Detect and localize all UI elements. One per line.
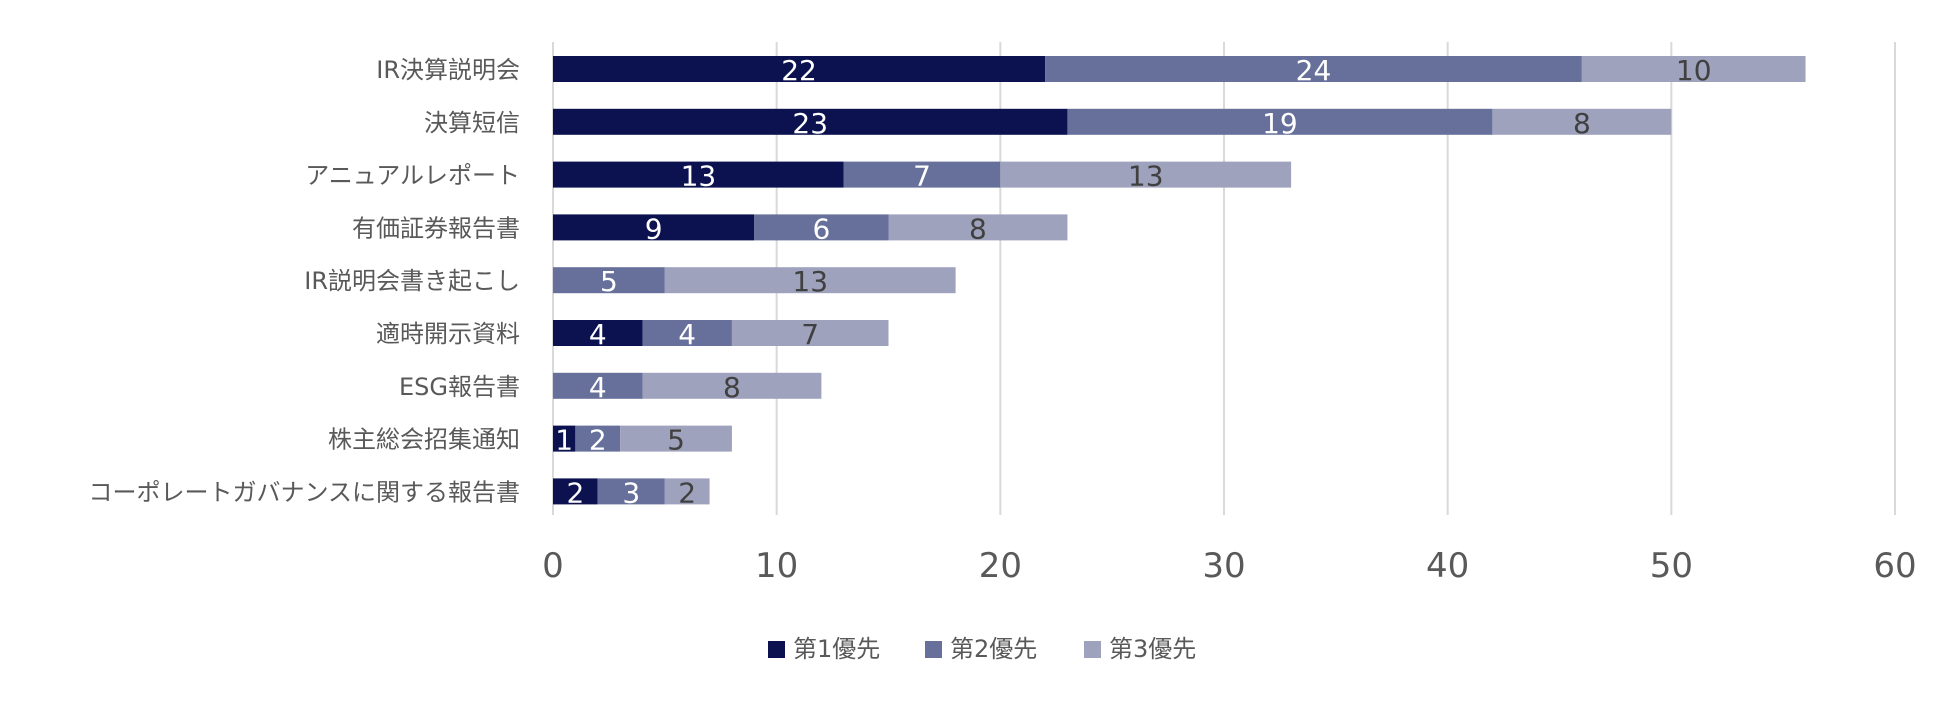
data-label: 2	[566, 476, 584, 509]
legend-swatch	[1084, 641, 1101, 658]
data-label: 4	[589, 318, 607, 351]
data-label: 24	[1296, 54, 1332, 87]
data-label: 13	[1128, 160, 1164, 193]
category-label: 適時開示資料	[376, 320, 520, 348]
data-label: 5	[667, 424, 685, 457]
legend-swatch	[925, 641, 942, 658]
bar-segment-第3優先	[1581, 56, 1806, 82]
bar-segment-第2優先	[1045, 56, 1582, 82]
bar-segment-第1優先	[553, 425, 576, 452]
data-label: 1	[555, 424, 573, 457]
bar-segment-第1優先	[553, 478, 598, 505]
data-label: 2	[678, 476, 696, 509]
bar-segment-第2優先	[553, 372, 643, 399]
x-tick-label: 10	[755, 546, 798, 586]
data-label: 9	[645, 212, 663, 245]
bar-segment-第2優先	[1067, 108, 1493, 135]
data-label: 22	[781, 54, 817, 87]
data-label: 8	[1573, 107, 1591, 140]
bar-segment-第3優先	[620, 425, 732, 452]
x-tick-label: 20	[979, 546, 1022, 586]
legend-label: 第1優先	[793, 635, 880, 663]
bar-segment-第2優先	[553, 267, 665, 294]
category-label: ESG報告書	[399, 373, 520, 401]
bar-segment-第3優先	[664, 267, 956, 294]
category-label: コーポレートガバナンスに関する報告書	[88, 478, 520, 506]
bar-segment-第1優先	[553, 320, 643, 346]
x-axis-ticks: 0 10 20 30 40 50 60	[542, 546, 1916, 586]
x-tick-label: 60	[1873, 546, 1916, 586]
bar-segment-第2優先	[843, 161, 1001, 188]
category-label: アニュアルレポート	[305, 162, 520, 190]
bar-segment-第3優先	[642, 372, 822, 399]
category-label: 決算短信	[424, 109, 520, 137]
bar-segment-第3優先	[664, 478, 710, 505]
bar-segment-第2優先	[597, 478, 665, 505]
bar-segment-第2優先	[642, 320, 732, 346]
data-label: 10	[1676, 54, 1712, 87]
category-label: IR説明会書き起こし	[304, 267, 520, 295]
data-label: 4	[678, 318, 696, 351]
data-label: 7	[913, 160, 931, 193]
legend-label: 第3優先	[1109, 635, 1196, 663]
bar-segment-第1優先	[553, 214, 755, 241]
bar-segment-第1優先	[553, 108, 1068, 135]
bar-segment-第1優先	[553, 161, 844, 188]
data-label: 3	[622, 476, 640, 509]
bar-segment-第3優先	[1000, 161, 1292, 188]
x-tick-label: 50	[1650, 546, 1693, 586]
data-label: 8	[723, 371, 741, 404]
category-label: 有価証券報告書	[352, 214, 520, 242]
category-label: IR決算説明会	[376, 56, 520, 84]
data-label: 23	[792, 107, 828, 140]
data-label: 6	[812, 212, 830, 245]
x-tick-label: 0	[542, 546, 564, 586]
x-tick-label: 30	[1202, 546, 1245, 586]
bar-segment-第1優先	[553, 56, 1046, 82]
legend-label: 第2優先	[950, 635, 1037, 663]
bar-segment-第3優先	[1492, 108, 1672, 135]
data-label: 19	[1262, 107, 1298, 140]
bar-segment-第2優先	[575, 425, 621, 452]
category-label: 株主総会招集通知	[328, 426, 520, 454]
data-label: 13	[681, 160, 717, 193]
bar-segment-第3優先	[888, 214, 1068, 241]
data-label: 4	[589, 371, 607, 404]
data-label: 7	[801, 318, 819, 351]
data-label: 13	[792, 265, 828, 298]
legend: 第1優先 第2優先 第3優先	[768, 635, 1196, 663]
bar-segment-第2優先	[754, 214, 889, 241]
bar-segment-第3優先	[731, 320, 889, 346]
data-label: 5	[600, 265, 618, 298]
data-label: 8	[969, 212, 987, 245]
legend-swatch	[768, 641, 785, 658]
x-tick-label: 40	[1426, 546, 1469, 586]
data-label: 2	[589, 424, 607, 457]
